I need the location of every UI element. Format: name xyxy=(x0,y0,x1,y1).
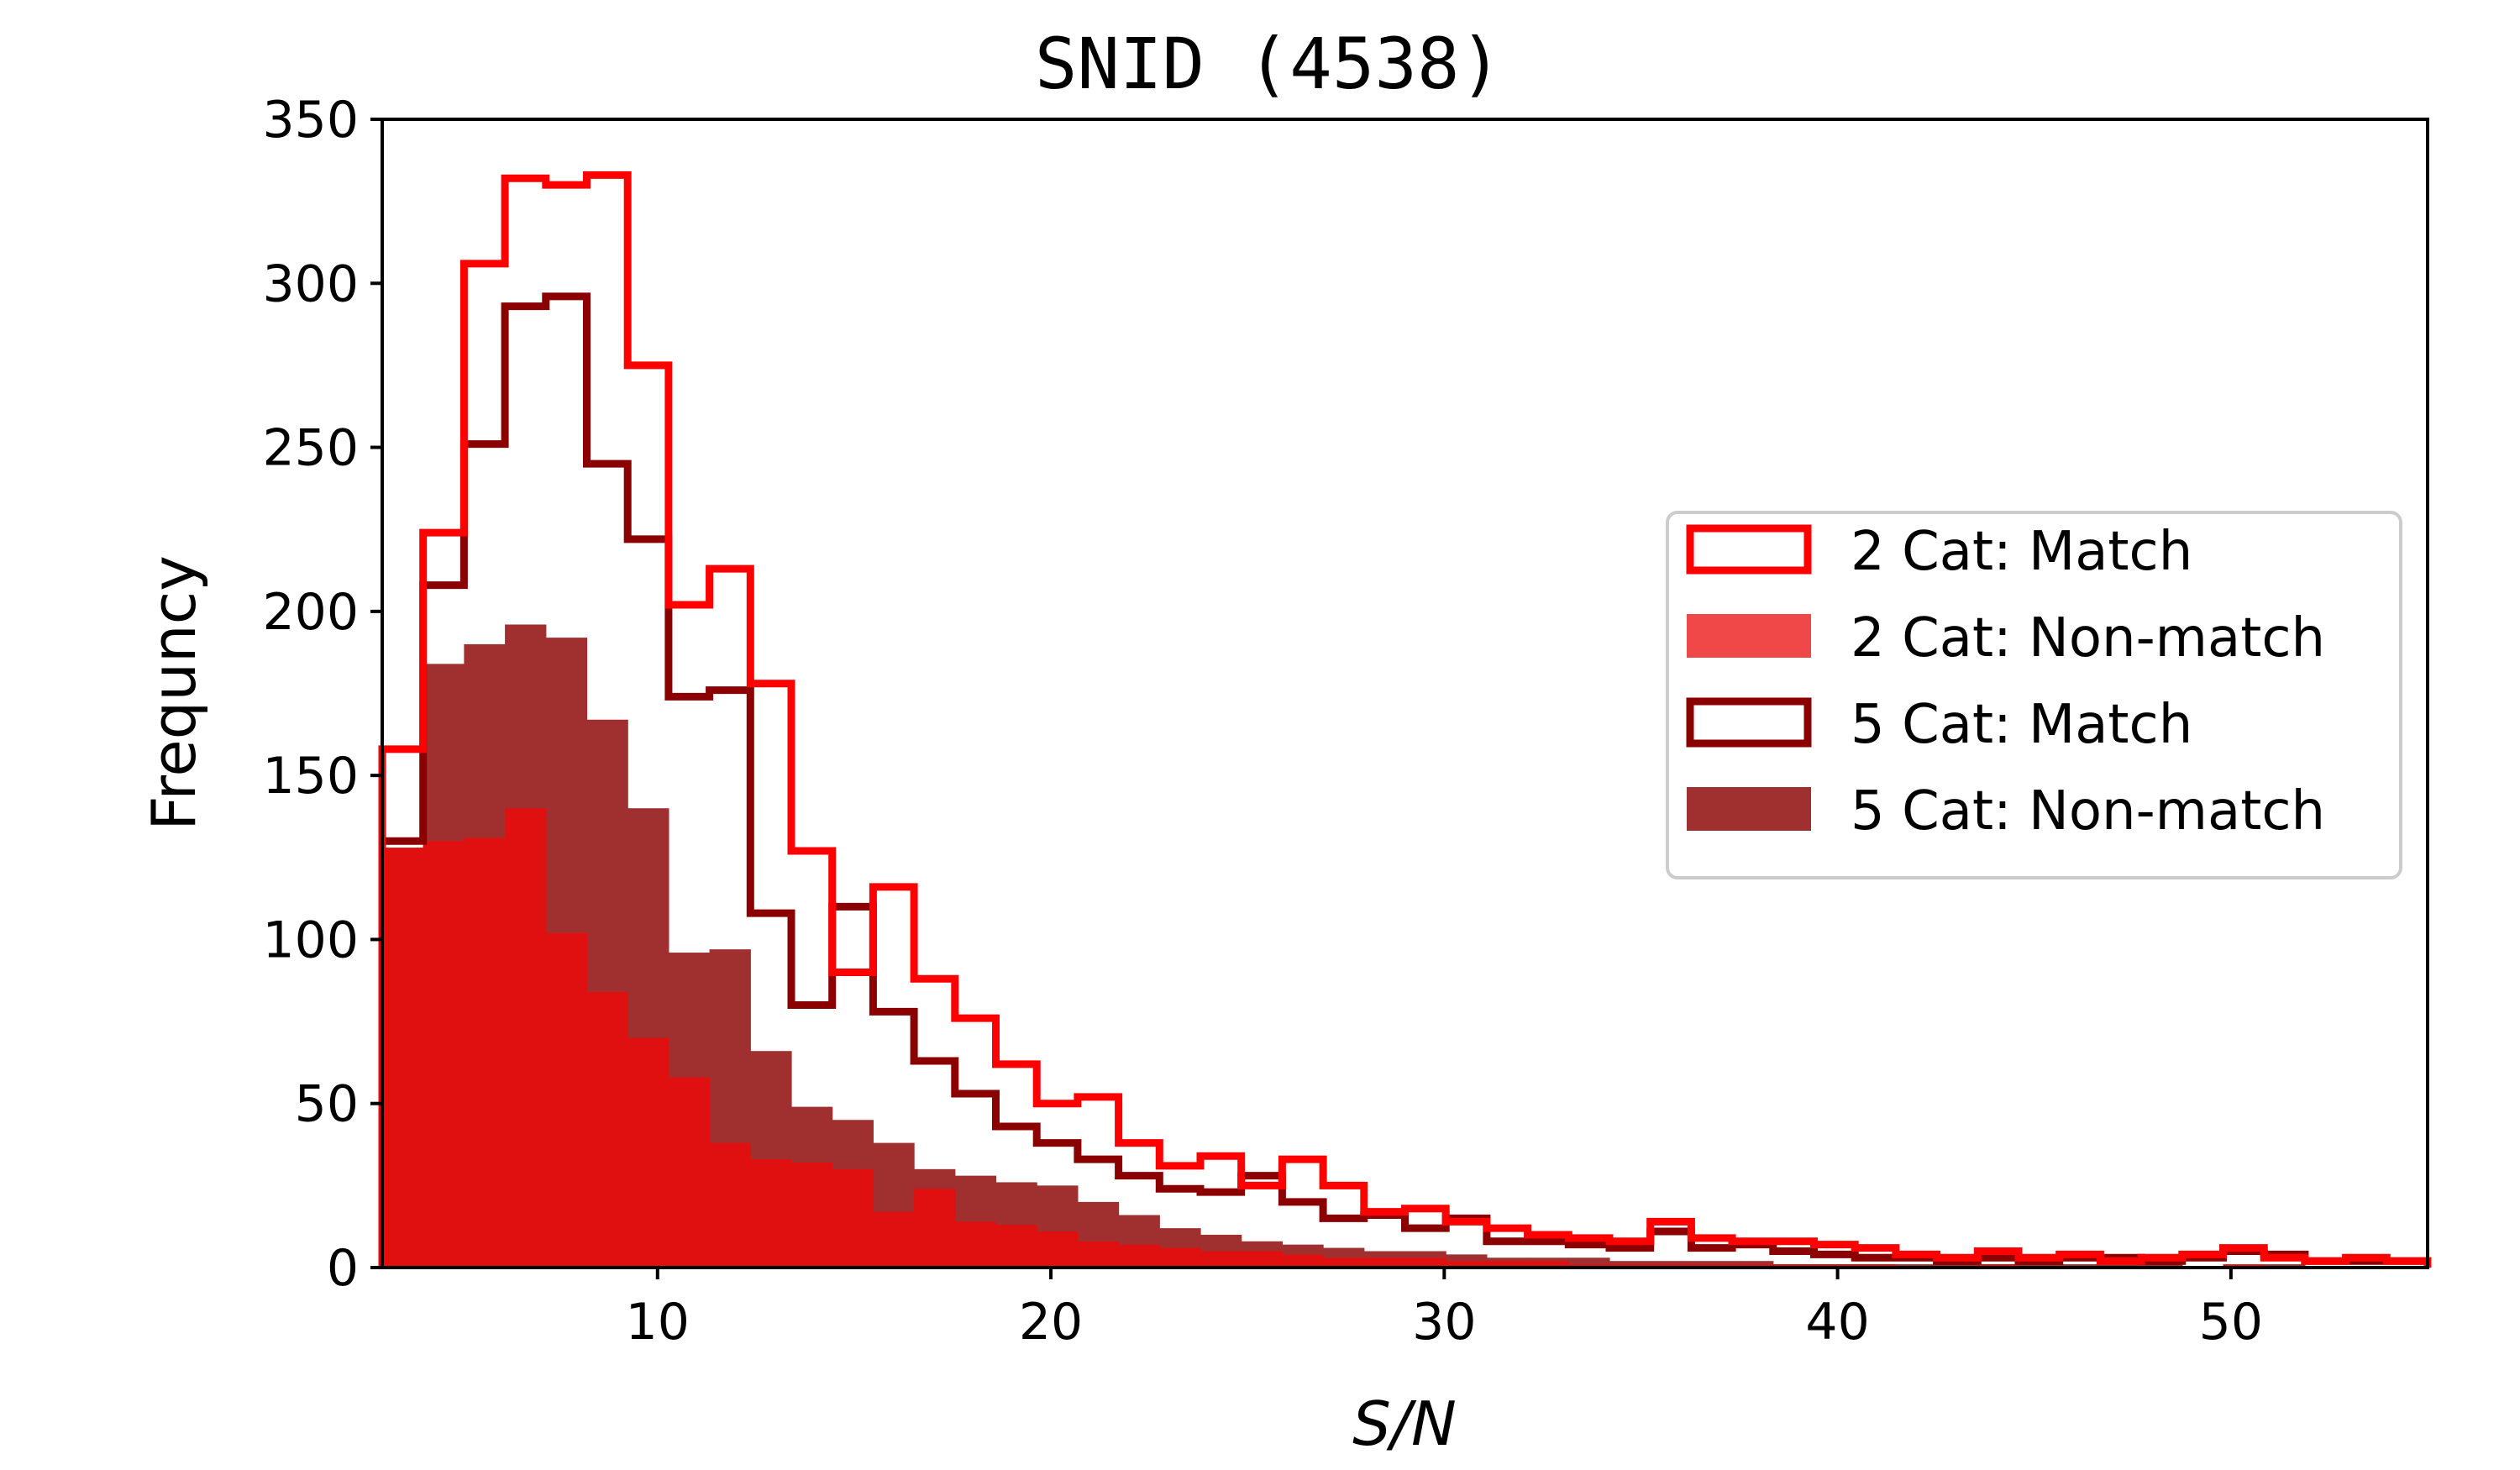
2-cat-non-match-bar xyxy=(873,1211,915,1268)
2-cat-non-match-bar xyxy=(1159,1247,1201,1268)
legend-label-2-cat-match: 2 Cat: Match xyxy=(1851,521,2192,583)
2-cat-non-match-bar xyxy=(423,841,465,1268)
2-cat-non-match-bar xyxy=(586,991,628,1268)
2-cat-non-match-bar xyxy=(505,808,547,1268)
2-cat-non-match-bar xyxy=(627,1037,669,1268)
2-cat-non-match-bar xyxy=(954,1221,997,1268)
legend-label-5-cat-match: 5 Cat: Match xyxy=(1851,694,2192,756)
y-tick-label: 50 xyxy=(295,1075,359,1134)
legend-swatch-2-cat-non-match xyxy=(1687,614,1811,658)
2-cat-non-match-bar xyxy=(791,1163,833,1268)
x-axis-label: S/N xyxy=(1352,1389,1457,1459)
legend-label-2-cat-non-match: 2 Cat: Non-match xyxy=(1851,607,2325,669)
legend-swatch-2-cat-match xyxy=(1686,524,1812,575)
2-cat-non-match-bar xyxy=(995,1225,1037,1268)
filled-histograms xyxy=(382,624,2306,1268)
2-cat-non-match-bar xyxy=(545,932,588,1268)
2-cat-non-match-bar xyxy=(1241,1251,1283,1268)
step-histograms xyxy=(378,171,2432,1268)
y-tick-label: 100 xyxy=(262,911,359,969)
2-cat-non-match-bar xyxy=(382,848,424,1268)
x-tick-label: 30 xyxy=(1412,1293,1476,1352)
legend-swatch-5-cat-non-match xyxy=(1687,787,1811,831)
y-tick-label: 250 xyxy=(262,419,359,478)
x-tick-label: 20 xyxy=(1019,1293,1083,1352)
x-axis-ticks: 10 20 30 40 50 xyxy=(626,1268,2263,1352)
plot-frame xyxy=(381,118,2429,1269)
2-cat-non-match-bar xyxy=(464,837,506,1268)
2-cat-non-match-bar xyxy=(1404,1257,1446,1268)
x-tick-label: 10 xyxy=(626,1293,690,1352)
2-cat-non-match-bar xyxy=(750,1159,792,1268)
y-tick-label: 150 xyxy=(262,747,359,806)
2-cat-non-match-bar xyxy=(832,1168,874,1268)
y-tick-label: 350 xyxy=(262,91,359,150)
y-tick-label: 300 xyxy=(262,255,359,313)
2-cat-non-match-bar xyxy=(1077,1241,1120,1268)
2-cat-non-match-bar xyxy=(1363,1257,1406,1268)
legend: 2 Cat: Match 2 Cat: Non-match 5 Cat: Match… xyxy=(1666,511,2402,879)
2-cat-non-match-bar xyxy=(1323,1257,1365,1268)
2-cat-non-match-bar xyxy=(1486,1261,1529,1268)
2-cat-non-match-bar xyxy=(1200,1251,1242,1268)
2-cat-non-match-bar xyxy=(1118,1244,1160,1268)
x-tick-label: 40 xyxy=(1805,1293,1869,1352)
y-tick-label: 0 xyxy=(327,1239,359,1298)
2-cat-non-match-bar xyxy=(1446,1261,1488,1268)
legend-swatch-5-cat-match xyxy=(1686,697,1812,748)
2-cat-non-match-bar xyxy=(709,1142,751,1268)
2-cat-non-match-bar xyxy=(668,1077,711,1268)
2-cat-non-match-bar xyxy=(1282,1254,1324,1268)
chart-title: SNID (4538) xyxy=(1035,23,1502,105)
5-cat-non-match-bar xyxy=(1568,1257,1610,1268)
x-tick-label: 50 xyxy=(2199,1293,2263,1352)
legend-box xyxy=(1666,511,2402,879)
2-cat-non-match-bar xyxy=(1527,1261,1569,1268)
y-axis-ticks: 0 50 100 150 200 250 300 350 xyxy=(262,91,382,1298)
2-cat-non-match-bar xyxy=(1037,1231,1079,1268)
2-cat-non-match-bar xyxy=(914,1189,956,1268)
y-tick-label: 200 xyxy=(262,583,359,642)
legend-label-5-cat-non-match: 5 Cat: Non-match xyxy=(1851,780,2325,843)
2-cat-match-step-line xyxy=(378,171,2432,1268)
y-axis-label: Frequncy xyxy=(139,555,209,831)
